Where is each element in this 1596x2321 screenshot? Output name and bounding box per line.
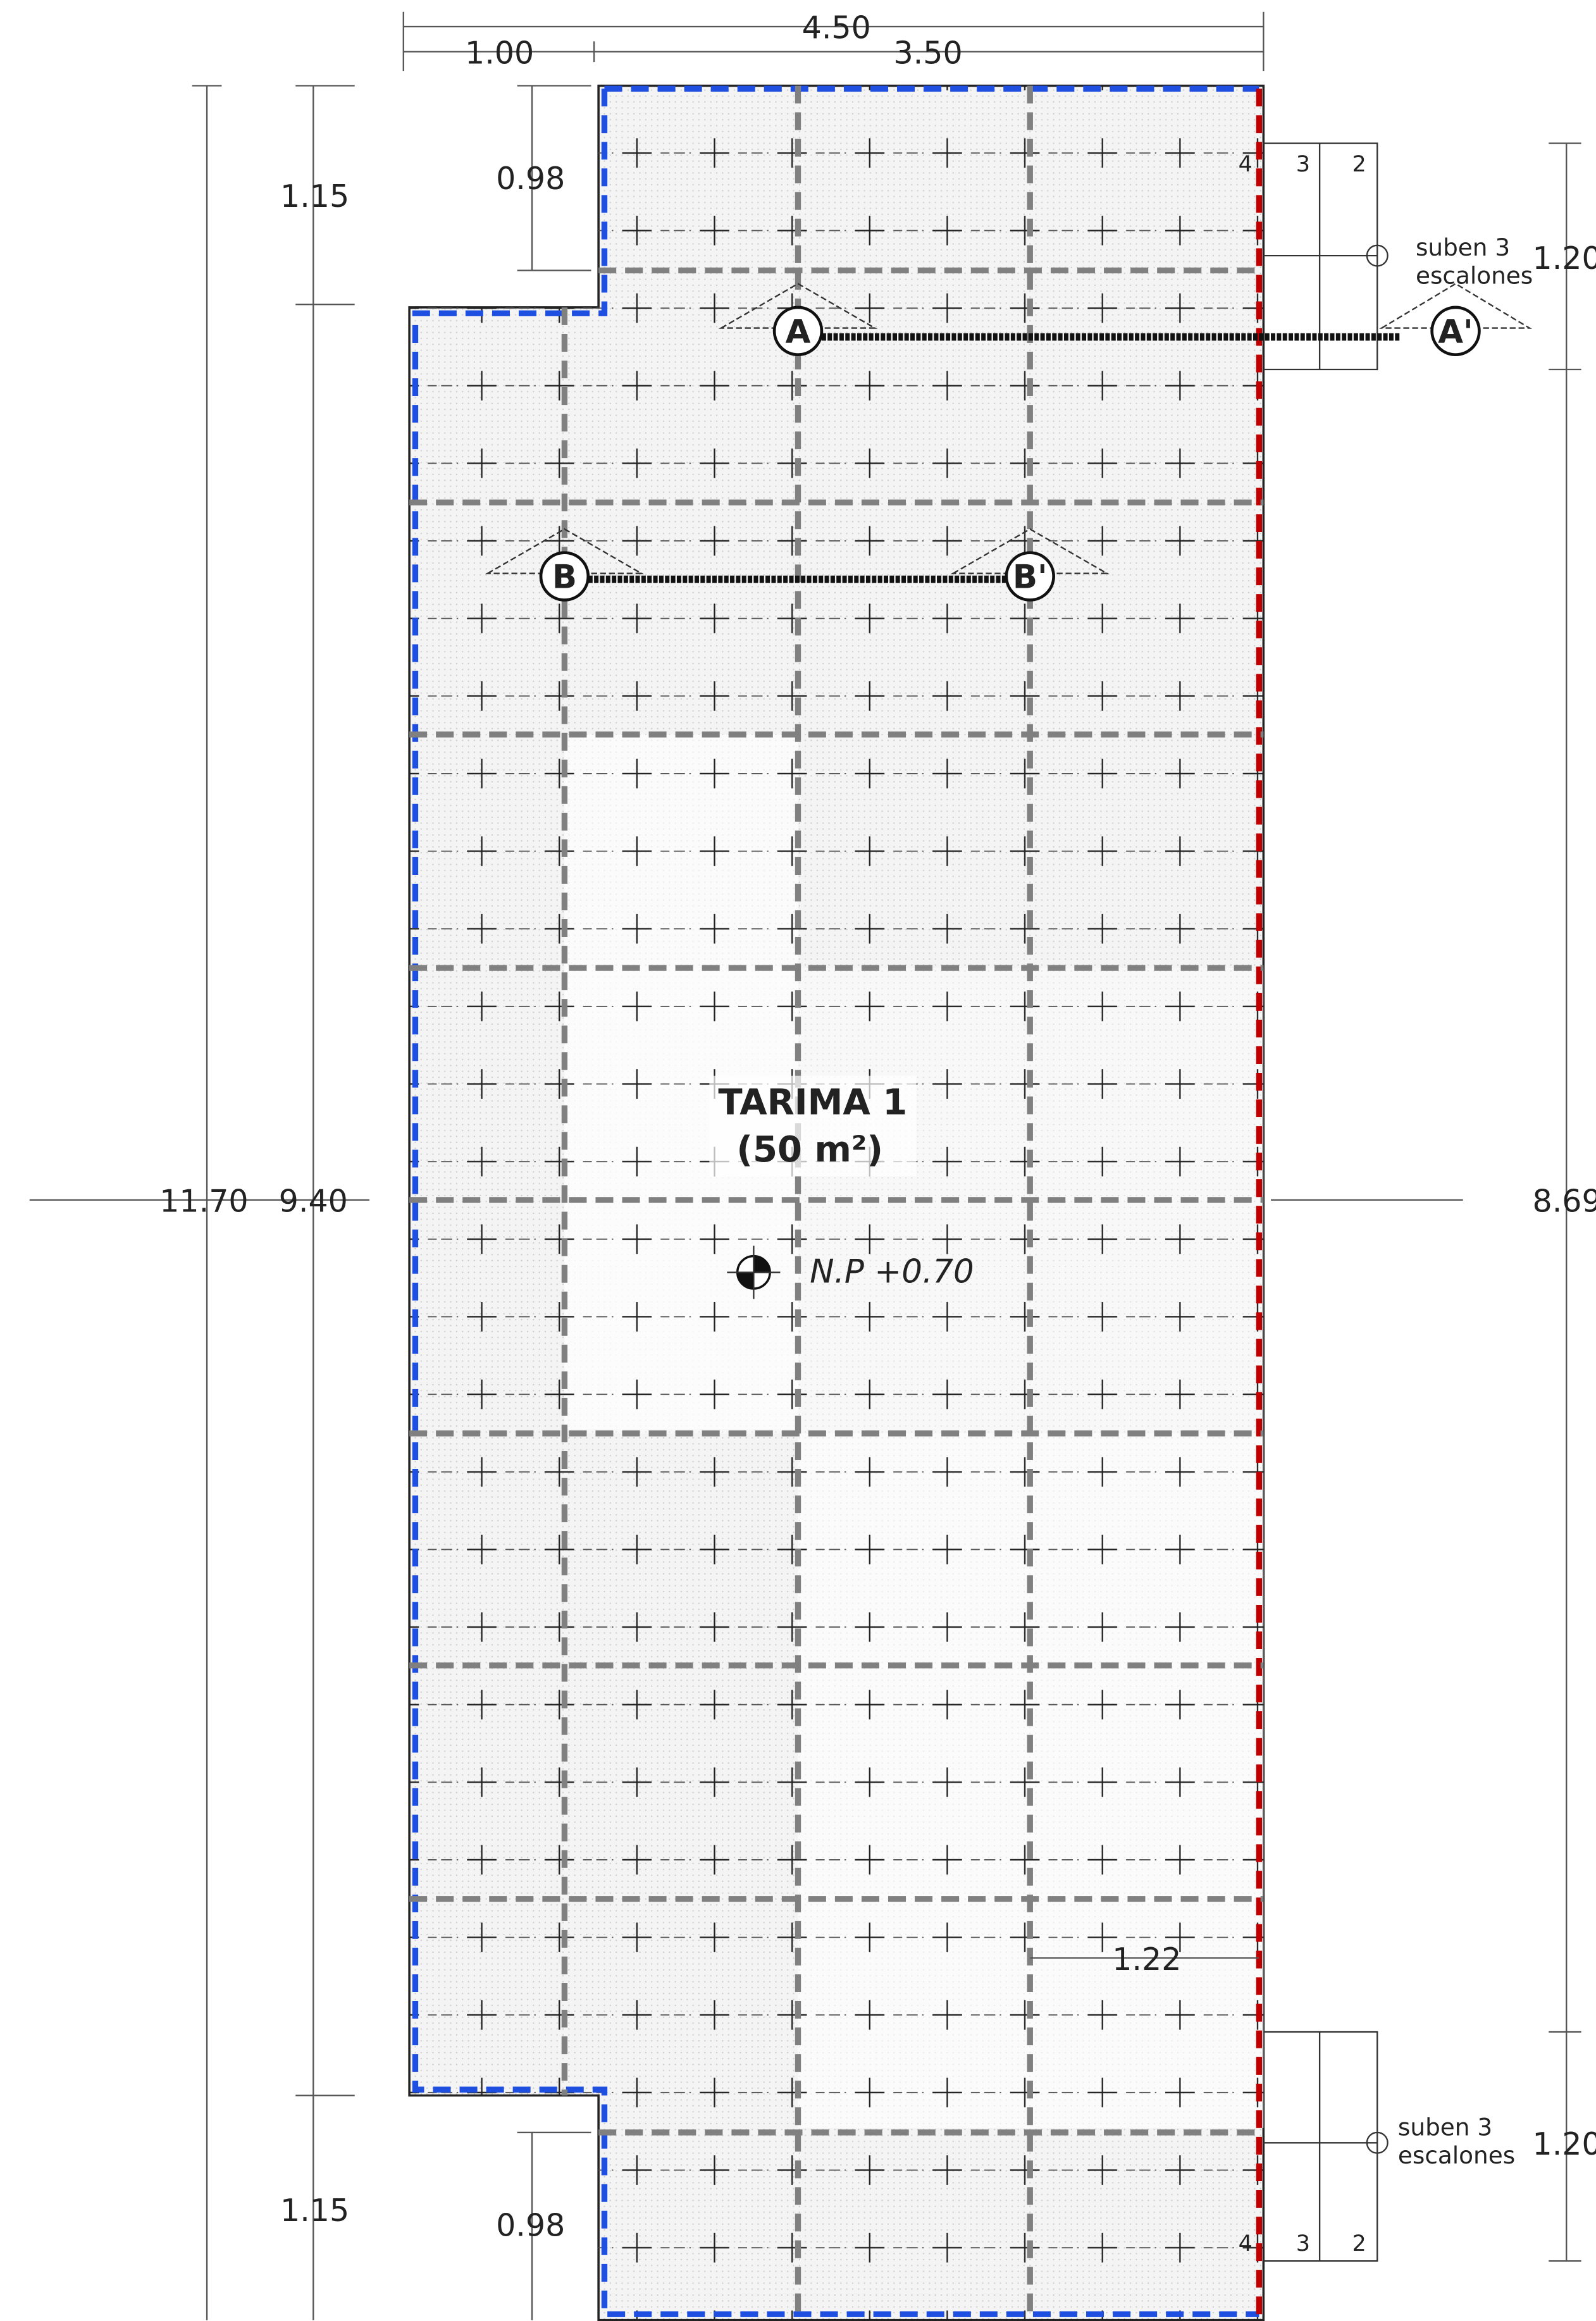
dimension: 0.98 [496, 160, 565, 197]
structure-grid [409, 85, 1264, 2320]
dimension: 1.15 [280, 2192, 349, 2229]
step-number: 4 [1239, 151, 1253, 177]
dimension: 1.22 [1112, 1941, 1181, 1977]
platform-labels: TARIMA 1 (50 m²) N.P +0.70 [709, 1075, 974, 1299]
dimension: 9.40 [279, 1183, 348, 1220]
dimension: 3.50 [893, 34, 962, 71]
step-number: 3 [1296, 151, 1310, 177]
dimension: 11.70 [159, 1183, 248, 1220]
stairs: suben 3 escalones 4 3 2 suben 3 escalone… [1239, 142, 1533, 2262]
step-number: 4 [1239, 2231, 1253, 2256]
level-label: N.P +0.70 [810, 1253, 974, 1291]
section-label: B' [1013, 559, 1048, 597]
dimension: 1.15 [280, 178, 349, 214]
section-label: B [552, 559, 577, 597]
section-label: A' [1438, 313, 1473, 351]
dimension: 4.50 [802, 9, 871, 46]
dimension: 8.69 [1533, 1183, 1596, 1220]
platform-name: TARIMA 1 [718, 1082, 907, 1123]
dimension: 1.20 [1533, 2126, 1596, 2162]
stair-label: suben 3 [1416, 233, 1510, 261]
step-number: 3 [1296, 2231, 1310, 2256]
stair-label: escalones [1416, 262, 1533, 290]
dimension-lines: 4.50 1.00 3.50 1.15 0.98 11.70 9.40 1.15… [29, 9, 1596, 2320]
step-number: 2 [1352, 2231, 1366, 2256]
step-number: 2 [1352, 151, 1366, 177]
stair-label: suben 3 [1398, 2114, 1492, 2141]
section-label: A [786, 313, 811, 351]
dimension: 0.98 [496, 2206, 565, 2243]
stair-label: escalones [1398, 2141, 1515, 2169]
dimension: 1.20 [1533, 240, 1596, 276]
dimension: 1.00 [465, 34, 534, 71]
section-markers: A A' B B' [485, 283, 1533, 602]
platform-area: (50 m²) [736, 1129, 883, 1170]
